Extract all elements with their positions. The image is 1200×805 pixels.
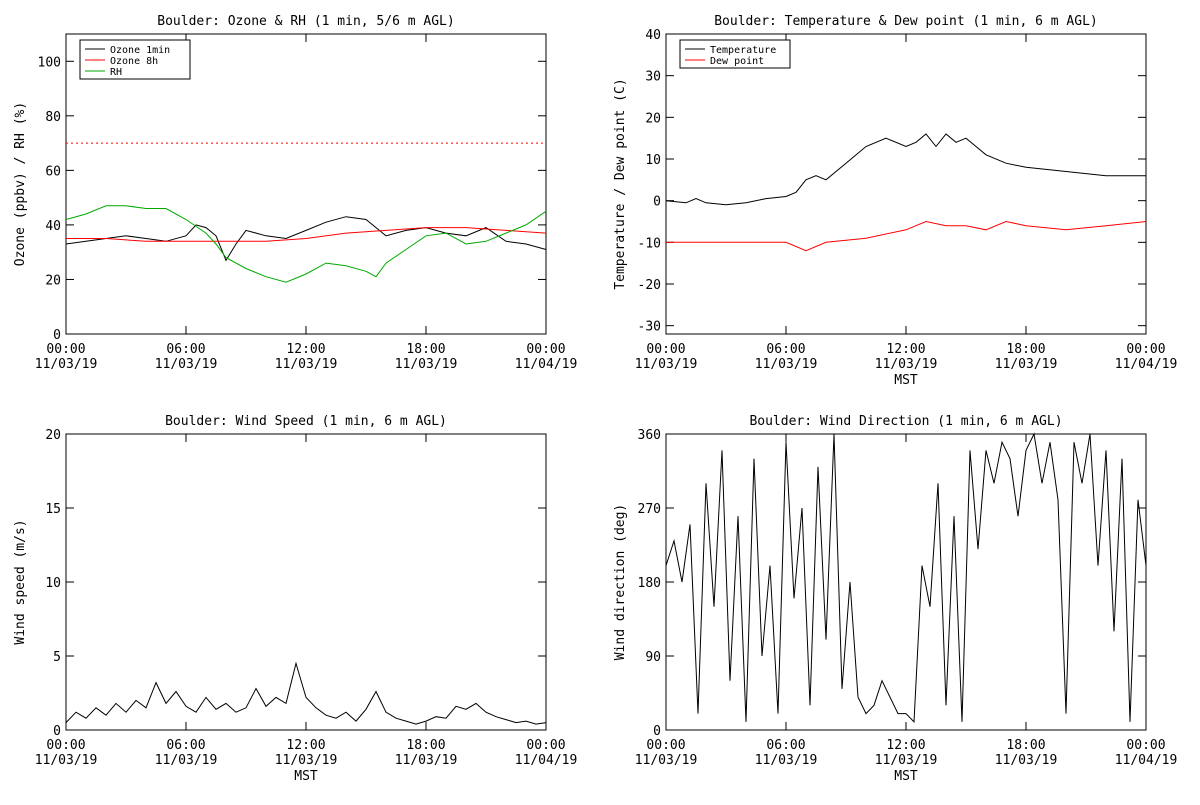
x-tick-label-date: 11/03/19 xyxy=(395,357,458,372)
legend-entry: Ozone 8h xyxy=(110,56,158,67)
x-tick-label-time: 12:00 xyxy=(886,342,925,357)
x-tick-label-time: 06:00 xyxy=(166,738,205,753)
series-line-ozone-1min xyxy=(65,216,547,262)
y-tick-label: 60 xyxy=(45,164,61,179)
x-tick-label-time: 06:00 xyxy=(166,342,205,357)
y-tick-label: 180 xyxy=(638,576,661,591)
y-tick-label: 10 xyxy=(645,153,661,168)
x-tick-label-date: 11/03/19 xyxy=(35,753,98,768)
y-tick-label: 15 xyxy=(45,502,61,517)
x-tick-label-time: 06:00 xyxy=(766,738,805,753)
y-tick-label: -30 xyxy=(638,320,661,335)
y-tick-label: 100 xyxy=(38,55,61,70)
plot-frame xyxy=(665,433,1147,731)
legend-box xyxy=(679,39,791,69)
y-tick-label: 0 xyxy=(53,328,61,343)
chart-panel-1: Boulder: Ozone & RH (1 min, 5/6 m AGL) 0 2… xyxy=(13,14,577,372)
x-tick-label-time: 00:00 xyxy=(526,738,565,753)
plot-frame xyxy=(665,33,1147,335)
chart-panel-2: Boulder: Temperature & Dew point (1 min,… xyxy=(613,14,1177,388)
legend-entry: Temperature xyxy=(710,45,776,56)
x-tick-label-time: 00:00 xyxy=(646,342,685,357)
x-axis-label: MST xyxy=(894,373,918,388)
x-tick-label-date: 11/03/19 xyxy=(875,753,938,768)
y-tick-label: 0 xyxy=(653,724,661,739)
chart-title: Boulder: Wind Direction (1 min, 6 m AGL) xyxy=(749,414,1062,429)
x-tick-label-time: 18:00 xyxy=(406,342,445,357)
x-tick-label-time: 00:00 xyxy=(46,738,85,753)
x-tick-label-time: 18:00 xyxy=(406,738,445,753)
x-tick-label-time: 00:00 xyxy=(1126,342,1165,357)
series-line-ozone-8h xyxy=(66,227,547,242)
x-tick-label-date: 11/03/19 xyxy=(635,753,698,768)
x-tick-label-date: 11/04/19 xyxy=(1115,357,1178,372)
y-tick-label: 30 xyxy=(645,70,661,85)
y-axis-label: Wind speed (m/s) xyxy=(13,519,28,644)
y-tick-label: 20 xyxy=(45,428,61,443)
x-axis-label: MST xyxy=(894,769,918,784)
x-tick-label-date: 11/03/19 xyxy=(275,357,338,372)
y-tick-label: -10 xyxy=(638,236,661,251)
y-tick-label: 270 xyxy=(638,502,661,517)
chart-panel-4: Boulder: Wind Direction (1 min, 6 m AGL)… xyxy=(613,414,1177,784)
x-tick-label-time: 12:00 xyxy=(886,738,925,753)
x-tick-label-time: 00:00 xyxy=(526,342,565,357)
y-tick-label: 40 xyxy=(645,28,661,43)
y-axis-label: Temperature / Dew point (C) xyxy=(613,78,628,289)
y-tick-label: 20 xyxy=(645,111,661,126)
legend-entry: RH xyxy=(110,67,122,78)
series-line-dew-point xyxy=(666,220,1147,252)
y-tick-label: 90 xyxy=(645,650,661,665)
y-tick-label: 20 xyxy=(45,273,61,288)
legend-entry: Dew point xyxy=(710,56,764,67)
x-tick-label-date: 11/04/19 xyxy=(515,753,578,768)
x-tick-label-date: 11/03/19 xyxy=(755,753,818,768)
x-tick-label-time: 00:00 xyxy=(646,738,685,753)
x-tick-label-date: 11/03/19 xyxy=(275,753,338,768)
x-tick-label-date: 11/03/19 xyxy=(995,357,1058,372)
x-tick-label-time: 12:00 xyxy=(286,738,325,753)
x-tick-label-date: 11/03/19 xyxy=(995,753,1058,768)
x-tick-label-time: 12:00 xyxy=(286,342,325,357)
x-tick-label-date: 11/03/19 xyxy=(875,357,938,372)
x-tick-label-time: 06:00 xyxy=(766,342,805,357)
series-line-series-1 xyxy=(665,432,1147,723)
series-line-temperature xyxy=(665,133,1146,206)
y-tick-label: 10 xyxy=(45,576,61,591)
x-axis-label: MST xyxy=(294,769,318,784)
x-tick-label-date: 11/03/19 xyxy=(35,357,98,372)
chart-panel-3: Boulder: Wind Speed (1 min, 6 m AGL) 0 5 10… xyxy=(13,414,577,784)
x-tick-label-date: 11/04/19 xyxy=(515,357,578,372)
series-line-rh xyxy=(65,205,547,283)
x-tick-label-time: 00:00 xyxy=(1126,738,1165,753)
chart-title: Boulder: Wind Speed (1 min, 6 m AGL) xyxy=(165,414,447,429)
x-tick-label-date: 11/04/19 xyxy=(1115,753,1178,768)
y-axis-label: Ozone (ppbv) / RH (%) xyxy=(13,102,28,266)
y-tick-label: 80 xyxy=(45,110,61,125)
x-tick-label-date: 11/03/19 xyxy=(395,753,458,768)
series-line-series-1 xyxy=(65,661,547,725)
y-tick-label: 0 xyxy=(53,724,61,739)
chart-title: Boulder: Temperature & Dew point (1 min,… xyxy=(714,14,1098,29)
legend-entry: Ozone 1min xyxy=(110,45,170,56)
y-tick-label: 40 xyxy=(45,219,61,234)
x-tick-label-time: 18:00 xyxy=(1006,738,1045,753)
y-axis-label: Wind direction (deg) xyxy=(613,504,628,661)
x-tick-label-time: 18:00 xyxy=(1006,342,1045,357)
plot-frame xyxy=(65,433,547,731)
x-tick-label-date: 11/03/19 xyxy=(635,357,698,372)
x-tick-label-date: 11/03/19 xyxy=(155,753,218,768)
x-tick-label-date: 11/03/19 xyxy=(755,357,818,372)
x-tick-label-time: 00:00 xyxy=(46,342,85,357)
y-tick-label: 0 xyxy=(653,195,661,210)
x-tick-label-date: 11/03/19 xyxy=(155,357,218,372)
y-tick-label: -20 xyxy=(638,278,661,293)
y-tick-label: 360 xyxy=(638,428,661,443)
chart-title: Boulder: Ozone & RH (1 min, 5/6 m AGL) xyxy=(157,14,454,29)
y-tick-label: 5 xyxy=(53,650,61,665)
